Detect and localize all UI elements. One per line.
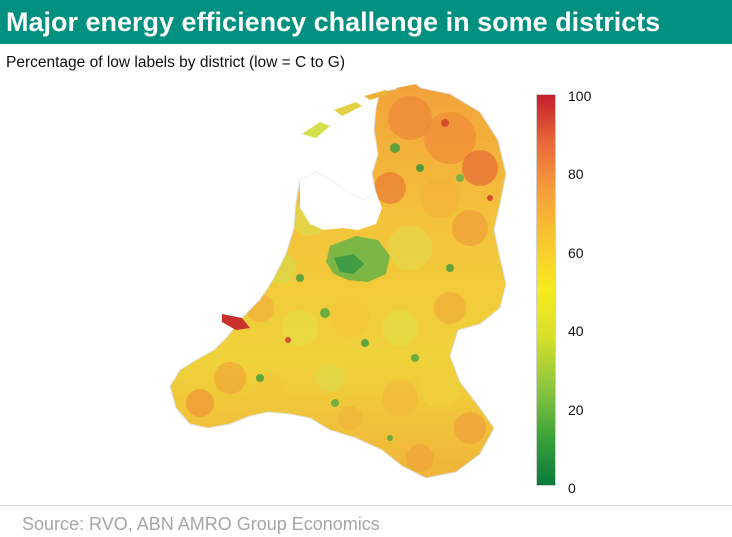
scale-tick-20: 20 [568,402,584,418]
wadden-island [364,90,390,100]
source-note: Source: RVO, ABN AMRO Group Economics [22,514,380,534]
footer-divider [0,505,732,506]
scale-tick-60: 60 [568,245,584,261]
wadden-island [334,102,362,116]
chart-subtitle: Percentage of low labels by district (lo… [6,54,345,71]
rotterdam-area [222,314,250,330]
wadden-island [302,122,330,138]
scale-tick-0: 0 [568,480,576,496]
scale-tick-100: 100 [568,88,592,104]
netherlands-district-map [150,78,530,498]
scale-tick-40: 40 [568,323,584,339]
scale-tick-80: 80 [568,166,584,182]
color-scale-bar [536,94,556,486]
chart-title: Major energy efficiency challenge in som… [0,0,732,44]
ijsselmeer-water [300,172,382,230]
wadden-island [396,84,420,92]
